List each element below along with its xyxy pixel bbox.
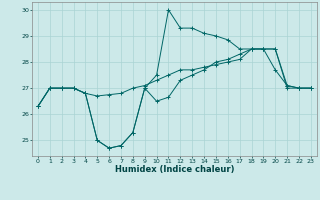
X-axis label: Humidex (Indice chaleur): Humidex (Indice chaleur): [115, 165, 234, 174]
